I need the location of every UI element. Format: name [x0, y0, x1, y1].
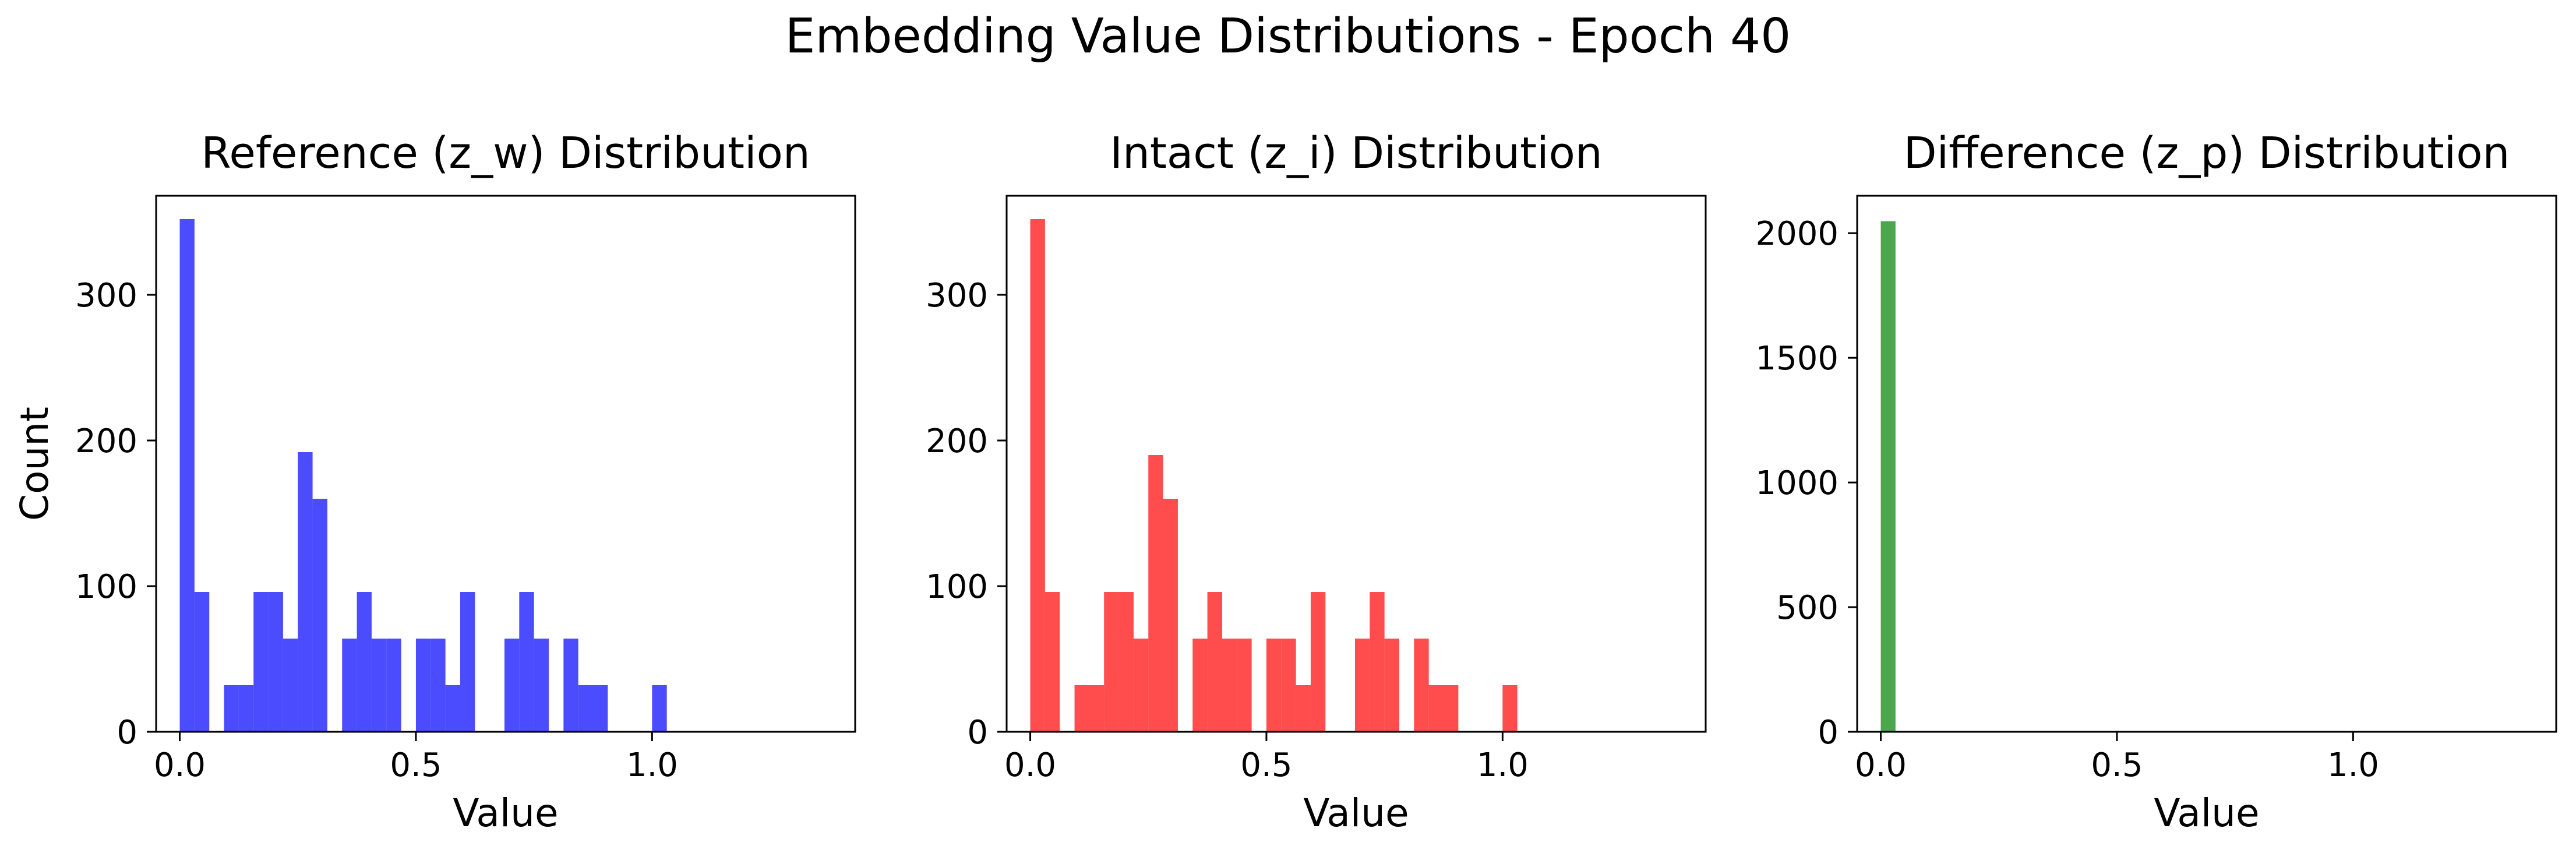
- reference-bar: [283, 639, 298, 732]
- intact-bar: [1237, 639, 1252, 732]
- intact-bar: [1044, 592, 1060, 732]
- difference-y-tick-label: 2000: [1755, 215, 1839, 253]
- reference-bar: [312, 499, 327, 732]
- reference-bar: [652, 685, 667, 732]
- intact-bar: [1310, 592, 1326, 732]
- intact-bar: [1207, 592, 1222, 732]
- difference-histogram: Difference (z_p) Distribution 0.0 0.5 1.0 0 5…: [1755, 128, 2557, 836]
- reference-chart-title: Reference (z_w) Distribution: [201, 128, 810, 178]
- difference-x-tick-label: 0.0: [1855, 746, 1907, 784]
- intact-bar: [1354, 639, 1370, 732]
- reference-bar: [563, 639, 578, 732]
- reference-x-tick-label: 1.0: [626, 746, 678, 784]
- intact-bar: [1148, 455, 1163, 732]
- reference-bar: [357, 592, 372, 732]
- intact-bar: [1414, 639, 1429, 732]
- intact-chart-title: Intact (z_i) Distribution: [1110, 128, 1603, 178]
- figure-title: Embedding Value Distributions - Epoch 40: [785, 9, 1791, 64]
- intact-bar: [1266, 639, 1282, 732]
- reference-bar: [268, 592, 283, 732]
- difference-y-tick-label: 0: [1818, 714, 1839, 752]
- intact-bar: [1370, 592, 1385, 732]
- reference-bar: [194, 592, 210, 732]
- reference-y-axis-label: Count: [12, 407, 57, 521]
- intact-bar: [1133, 639, 1149, 732]
- reference-bar: [415, 639, 431, 732]
- reference-bar: [224, 685, 239, 732]
- reference-bar: [386, 639, 401, 732]
- reference-x-tick-label: 0.5: [390, 746, 442, 784]
- reference-bar: [430, 639, 446, 732]
- intact-bar: [1104, 592, 1119, 732]
- intact-x-tick-label: 0.0: [1004, 746, 1056, 784]
- intact-axes-frame: [1005, 195, 1707, 733]
- intact-bar: [1192, 639, 1208, 732]
- difference-y-tick-label: 500: [1776, 589, 1839, 627]
- difference-x-axis-label: Value: [2154, 791, 2259, 836]
- reference-y-tick-label: 100: [75, 568, 137, 606]
- difference-bar: [1880, 221, 1896, 732]
- reference-bar: [179, 219, 195, 732]
- reference-bar: [342, 639, 357, 732]
- intact-histogram: Intact (z_i) Distribution 0.0 0.5 1.0 0 100 20…: [926, 128, 1707, 836]
- reference-y-tick-label: 200: [75, 422, 137, 460]
- intact-x-tick-label: 1.0: [1477, 746, 1529, 784]
- intact-bar: [1089, 685, 1104, 732]
- intact-bar: [1030, 219, 1045, 732]
- reference-x-axis-label: Value: [453, 791, 558, 836]
- intact-bar: [1444, 685, 1459, 732]
- reference-bar: [534, 639, 549, 732]
- intact-bar: [1118, 592, 1134, 732]
- reference-bar: [445, 685, 460, 732]
- intact-bar: [1074, 685, 1089, 732]
- intact-bar: [1163, 499, 1178, 732]
- reference-bar: [519, 592, 534, 732]
- intact-y-tick-label: 200: [926, 422, 988, 460]
- intact-y-tick-label: 300: [926, 277, 988, 315]
- reference-bar: [460, 592, 475, 732]
- reference-histogram: Reference (z_w) Distribution 0.0 0.5 1.0 0 10…: [12, 128, 856, 836]
- reference-bar: [253, 592, 269, 732]
- intact-x-tick-label: 0.5: [1240, 746, 1292, 784]
- difference-y-tick-label: 1500: [1755, 340, 1839, 378]
- difference-x-tick-label: 1.0: [2327, 746, 2379, 784]
- intact-bar: [1222, 639, 1237, 732]
- intact-y-tick-label: 0: [967, 714, 988, 752]
- intact-bar: [1296, 685, 1311, 732]
- difference-chart-title: Difference (z_p) Distribution: [1904, 128, 2510, 178]
- difference-axes-frame: [1856, 195, 2557, 733]
- intact-y-tick-label: 100: [926, 568, 988, 606]
- intact-x-axis-label: Value: [1303, 791, 1409, 836]
- reference-x-tick-label: 0.0: [154, 746, 206, 784]
- reference-bar: [298, 452, 313, 732]
- chart-panels: Reference (z_w) Distribution 0.0 0.5 1.0 0 10…: [12, 128, 2557, 836]
- reference-bar: [238, 685, 254, 732]
- reference-bar: [371, 639, 387, 732]
- intact-bar: [1384, 639, 1399, 732]
- difference-x-tick-label: 0.5: [2091, 746, 2143, 784]
- intact-bar: [1428, 685, 1444, 732]
- difference-y-tick-label: 1000: [1755, 464, 1839, 502]
- reference-y-tick-label: 300: [75, 277, 137, 315]
- reference-axes-frame: [155, 195, 856, 733]
- reference-bar: [578, 685, 593, 732]
- reference-bar: [593, 685, 608, 732]
- intact-bar: [1281, 639, 1296, 732]
- intact-bar: [1502, 685, 1518, 732]
- reference-y-tick-label: 0: [117, 714, 137, 752]
- reference-bar: [504, 639, 520, 732]
